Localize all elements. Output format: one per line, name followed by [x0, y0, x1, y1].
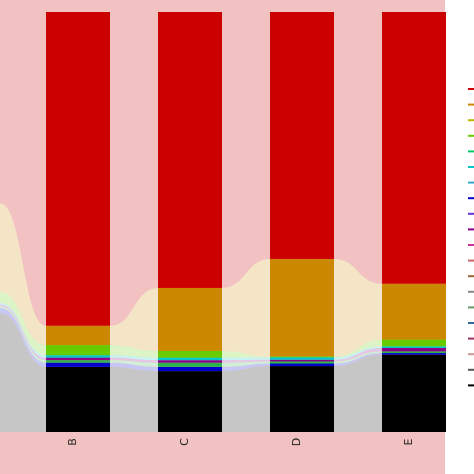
flow-1-5	[222, 350, 270, 358]
bar-segment-C-1	[158, 366, 222, 372]
bar-segment-B-1	[46, 362, 110, 367]
flow-left-1	[0, 308, 46, 367]
flow-2-2	[334, 351, 382, 364]
legend-swatch-11	[468, 259, 474, 262]
x-tick-label-C: C	[178, 438, 191, 446]
bar-segment-B-2	[46, 360, 110, 363]
legend-swatch-14	[468, 306, 474, 309]
flow-0-2	[110, 360, 158, 367]
bar-segment-D-2	[270, 361, 334, 364]
flow-left-0	[0, 313, 46, 432]
flow-2-5	[334, 339, 382, 358]
bar-segment-E-3	[382, 348, 446, 352]
bar-segment-C-6	[158, 287, 222, 351]
legend-swatch-16	[468, 337, 474, 340]
flow-1-6	[222, 258, 270, 357]
flow-2-4	[334, 346, 382, 360]
legend-swatch-8	[468, 212, 474, 215]
bar-segment-B-4	[46, 355, 110, 358]
legend-swatch-1	[468, 103, 474, 106]
bar-segment-D-4	[270, 357, 334, 360]
x-axis-tick-labels: B C D E	[66, 438, 415, 446]
legend-swatch-7	[468, 197, 474, 200]
bar-segment-E-2	[382, 351, 446, 354]
bar-segment-D-6	[270, 258, 334, 357]
bar-segment-C-3	[158, 360, 222, 363]
bar-segment-E-0	[382, 354, 446, 432]
bar-segment-E-4	[382, 346, 446, 348]
flow-0-6	[110, 287, 158, 351]
bar-segment-C-0	[158, 371, 222, 432]
flow-0-5	[110, 345, 158, 358]
alluvial-flows	[0, 203, 382, 432]
bar-segment-E-7	[382, 12, 446, 284]
bar-segment-B-0	[46, 366, 110, 432]
flow-left-5	[0, 291, 46, 356]
legend-swatch-13	[468, 290, 474, 293]
legend-swatch-9	[468, 228, 474, 231]
flow-1-0	[222, 366, 270, 432]
legend-swatch-12	[468, 275, 474, 278]
bars	[46, 12, 446, 432]
bar-segment-D-1	[270, 363, 334, 367]
bar-segment-C-2	[158, 362, 222, 367]
flow-0-0	[110, 366, 158, 432]
legend-swatch-4	[468, 150, 474, 153]
flow-0-1	[110, 362, 158, 372]
bar-segment-B-3	[46, 357, 110, 361]
legend-swatch-15	[468, 322, 474, 324]
flow-left-6	[0, 203, 46, 346]
legend-swatch-3	[468, 134, 474, 137]
legend-swatch-2	[468, 119, 474, 122]
bar-segment-B-6	[46, 325, 110, 346]
bar-segment-E-1	[382, 353, 446, 355]
bar-segment-B-7	[46, 12, 110, 326]
flow-left-4	[0, 303, 46, 358]
x-tick-label-E: E	[402, 438, 415, 445]
flow-1-2	[222, 361, 270, 367]
bar-segment-E-6	[382, 283, 446, 340]
legend-swatch-10	[468, 244, 474, 246]
legend-swatch-19	[468, 384, 474, 387]
bar-segment-E-5	[382, 339, 446, 347]
legend-swatch-18	[468, 368, 474, 371]
legend	[468, 88, 474, 387]
flow-2-1	[334, 353, 382, 367]
legend-swatch-17	[468, 353, 474, 356]
flow-0-3	[110, 357, 158, 363]
bar-segment-D-3	[270, 359, 334, 362]
bar-segment-B-5	[46, 345, 110, 356]
bar-segment-D-5	[270, 356, 334, 358]
bar-segment-D-7	[270, 12, 334, 259]
flow-2-6	[334, 258, 382, 357]
flow-1-1	[222, 363, 270, 372]
bar-segment-D-0	[270, 366, 334, 432]
flow-2-0	[334, 354, 382, 432]
flow-2-3	[334, 348, 382, 362]
flow-1-3	[222, 359, 270, 363]
bar-segment-C-4	[158, 357, 222, 361]
flow-1-4	[222, 357, 270, 361]
bar-segment-C-5	[158, 350, 222, 358]
x-tick-label-B: B	[66, 438, 79, 446]
legend-swatch-6	[468, 181, 474, 184]
x-tick-label-D: D	[290, 438, 303, 446]
flow-left-3	[0, 304, 46, 361]
legend-swatch-0	[468, 88, 474, 90]
legend-swatch-5	[468, 166, 474, 168]
flow-left-2	[0, 306, 46, 363]
bar-segment-C-7	[158, 12, 222, 288]
flow-0-4	[110, 355, 158, 361]
